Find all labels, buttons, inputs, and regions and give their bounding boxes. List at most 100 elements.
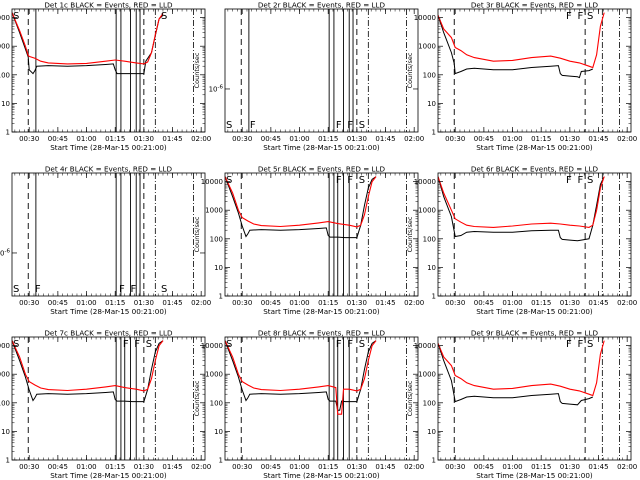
x-tick-label: 01:15 — [318, 463, 338, 471]
series-events — [438, 15, 593, 79]
marker-lines — [240, 173, 407, 296]
series-events — [438, 176, 605, 242]
x-tick-label: 01:45 — [162, 299, 182, 307]
x-tick-label: 00:30 — [445, 299, 465, 307]
y-tick-label: 1000 — [0, 43, 10, 51]
x-tick-label: 01:30 — [347, 299, 367, 307]
plot-frame — [437, 8, 632, 133]
y-tick-label: 1 — [6, 457, 10, 465]
series-events — [225, 176, 377, 239]
x-axis-label: Start Time (28-Mar-15 00:21:00) — [50, 143, 167, 152]
y-tick-label: 10000 — [201, 178, 223, 186]
x-tick-label: 01:45 — [162, 135, 182, 143]
series-lld — [438, 176, 605, 228]
flag-label: S — [226, 175, 232, 186]
flag-label: F — [347, 120, 353, 131]
x-tick-label: 00:30 — [19, 299, 39, 307]
flag-label: F — [130, 284, 136, 295]
flag-label: F — [336, 120, 342, 131]
x-tick-label: 01:00 — [289, 135, 309, 143]
x-tick-label: 01:00 — [502, 463, 522, 471]
y-tick-label: 10 — [427, 428, 436, 436]
plot-frame — [11, 8, 206, 133]
x-tick-label: 00:30 — [19, 135, 39, 143]
plot-frame — [437, 336, 632, 461]
x-tick-label: 01:15 — [318, 299, 338, 307]
x-axis-label: Start Time (28-Mar-15 00:21:00) — [50, 471, 167, 480]
y-tick-label: 100 — [210, 399, 223, 407]
y-tick-label: 10 — [427, 100, 436, 108]
y-tick-label: 100 — [0, 71, 10, 79]
x-tick-label: 00:45 — [474, 463, 494, 471]
x-tick-label: 01:45 — [162, 463, 182, 471]
x-tick-label: 01:15 — [318, 135, 338, 143]
x-tick-label: 01:45 — [588, 135, 608, 143]
x-tick-label: 00:45 — [48, 135, 68, 143]
flag-label: F — [566, 339, 572, 350]
x-tick-label: 01:15 — [105, 135, 125, 143]
y-tick-label: 10 — [1, 428, 10, 436]
x-tick-label: 01:15 — [105, 463, 125, 471]
y-tick-label: 100 — [0, 399, 10, 407]
x-tick-label: 01:00 — [76, 299, 96, 307]
x-tick-label: 02:00 — [191, 463, 211, 471]
x-tick-label: 01:15 — [531, 299, 551, 307]
y-tick-label: 1 — [432, 293, 436, 301]
flag-label: S — [587, 175, 593, 186]
y-tick-label: 10000 — [414, 14, 436, 22]
flag-label: S — [359, 339, 365, 350]
flag-label: S — [161, 11, 167, 22]
flag-label: S — [359, 175, 365, 186]
y-tick-label: 10000 — [201, 342, 223, 350]
y-tick-label: 1000 — [205, 371, 223, 379]
series-events — [12, 12, 164, 75]
x-tick-label: 00:30 — [445, 135, 465, 143]
x-axis-label: Start Time (28-Mar-15 00:21:00) — [263, 143, 380, 152]
flag-label: S — [587, 339, 593, 350]
series-events — [225, 340, 377, 411]
flag-label: S — [13, 339, 19, 350]
x-tick-label: 01:00 — [289, 299, 309, 307]
x-tick-label: 01:30 — [134, 299, 154, 307]
x-axis-label: Start Time (28-Mar-15 00:21:00) — [263, 471, 380, 480]
x-tick-label: 01:30 — [560, 463, 580, 471]
y-tick-label: 10000 — [414, 342, 436, 350]
panel-title: Det 7c BLACK = Events, RED = LLD — [44, 329, 173, 338]
y-tick-label: 10000 — [0, 342, 10, 350]
x-tick-label: 01:15 — [531, 463, 551, 471]
flag-label: F — [35, 284, 41, 295]
flag-label: F — [250, 120, 256, 131]
y-tick-label: 1 — [219, 457, 223, 465]
x-axis-label: Start Time (28-Mar-15 00:21:00) — [263, 307, 380, 316]
plot-frame — [11, 336, 206, 461]
series-lld — [225, 176, 377, 228]
flag-label: S — [13, 11, 19, 22]
panel-det-4: Det 4r BLACK = Events, RED = LLDSFFFS10-… — [0, 165, 211, 317]
x-tick-label: 01:00 — [289, 463, 309, 471]
x-tick-label: 01:45 — [375, 299, 395, 307]
x-axis-label: Start Time (28-Mar-15 00:21:00) — [476, 471, 593, 480]
marker-lines — [453, 337, 620, 460]
marker-lines — [27, 173, 194, 296]
x-tick-label: 01:30 — [134, 463, 154, 471]
x-tick-label: 01:30 — [347, 463, 367, 471]
panel-det-1: Det 1c BLACK = Events, RED = LLDSS110100… — [0, 1, 211, 153]
series-lld — [12, 12, 164, 65]
flag-label: F — [347, 339, 353, 350]
panel-title: Det 8r BLACK = Events, RED = LLD — [258, 329, 386, 338]
flag-label: S — [146, 339, 152, 350]
y-tick-label: 100 — [423, 399, 436, 407]
flag-label: F — [577, 339, 583, 350]
plot-frame — [11, 172, 206, 297]
flag-label: S — [359, 120, 365, 131]
y-axis-label: Counts/sec — [406, 52, 414, 88]
x-tick-label: 01:45 — [588, 463, 608, 471]
flag-label: F — [566, 175, 572, 186]
y-tick-label: 1 — [432, 457, 436, 465]
x-tick-label: 01:30 — [560, 135, 580, 143]
